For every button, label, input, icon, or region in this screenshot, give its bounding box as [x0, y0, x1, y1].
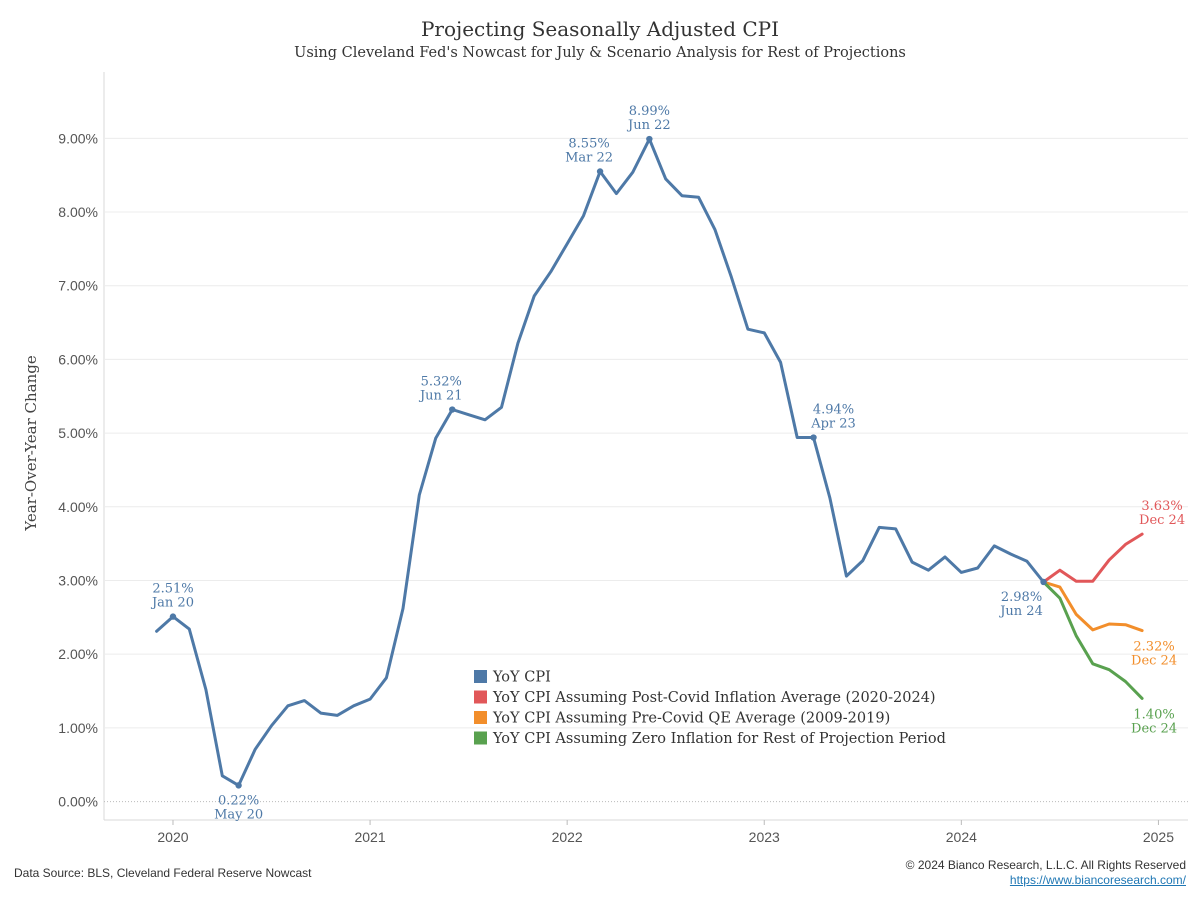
- annotation-date: Jun 21: [418, 389, 463, 404]
- y-axis-label: Year-Over-Year Change: [22, 355, 40, 532]
- y-tick-label: 6.00%: [58, 351, 98, 367]
- website-link[interactable]: https://www.biancoresearch.com/: [1009, 873, 1186, 887]
- x-tick-label: 2025: [1143, 829, 1174, 845]
- series-lines: [155, 137, 1144, 787]
- legend-swatch: [474, 731, 487, 745]
- annotation-value: 1.40%: [1133, 707, 1174, 722]
- annotation-value: 0.22%: [218, 793, 259, 808]
- annotation-point: [596, 168, 604, 175]
- y-tick-label: 0.00%: [58, 794, 98, 810]
- x-tick-label: 2020: [157, 829, 188, 845]
- annotation-value: 3.63%: [1141, 499, 1182, 514]
- copyright-text: © 2024 Bianco Research, L.L.C. All Right…: [905, 858, 1186, 872]
- x-tick-label: 2023: [749, 829, 780, 845]
- x-tick-label: 2022: [552, 829, 583, 845]
- legend-swatch: [474, 690, 487, 704]
- annotation-point: [169, 613, 177, 620]
- annotation-value: 4.94%: [813, 403, 854, 418]
- chart-title: Projecting Seasonally Adjusted CPI: [421, 17, 779, 41]
- annotation-date: May 20: [214, 807, 263, 822]
- legend-label: YoY CPI Assuming Pre-Covid QE Average (2…: [492, 711, 890, 727]
- annotation-value: 8.99%: [629, 104, 670, 119]
- annotation-value: 2.32%: [1133, 640, 1174, 655]
- series-line-0: [155, 137, 1045, 787]
- annotation-date: Apr 23: [810, 417, 856, 432]
- gridlines: [103, 72, 1188, 821]
- legend-label: YoY CPI: [492, 670, 551, 686]
- y-tick-label: 7.00%: [58, 278, 98, 294]
- legend: YoY CPI YoY CPI Assuming Post-Covid Infla…: [474, 670, 946, 747]
- legend-swatch: [474, 711, 487, 724]
- data-annotations: 2.51%Jan 20 0.22%May 20 5.32%Jun 21 8.55%Ma…: [150, 104, 1185, 822]
- annotation-date: Dec 24: [1131, 654, 1177, 669]
- annotation-value: 2.51%: [152, 582, 193, 597]
- annotation-point: [1040, 578, 1047, 586]
- series-line-3: [1042, 580, 1144, 700]
- annotation-date: Jun 24: [998, 604, 1043, 619]
- y-tick-label: 4.00%: [58, 499, 98, 515]
- annotation-point: [449, 406, 456, 413]
- annotation-date: Jun 22: [626, 118, 671, 133]
- annotation-point: [646, 135, 653, 143]
- series-line-2: [1042, 580, 1144, 633]
- legend-swatch: [474, 670, 487, 683]
- annotation-value: 8.55%: [568, 136, 609, 151]
- y-tick-label: 5.00%: [58, 425, 98, 441]
- x-axis-ticks: 2020 2021 2022 2023 2024 2025: [157, 820, 1174, 845]
- annotation-date: Mar 22: [565, 150, 613, 165]
- legend-label: YoY CPI Assuming Post-Covid Inflation Av…: [492, 690, 936, 706]
- y-tick-label: 8.00%: [58, 204, 98, 220]
- annotation-value: 2.98%: [1001, 590, 1042, 605]
- data-source-note: Data Source: BLS, Cleveland Federal Rese…: [14, 866, 312, 880]
- x-tick-label: 2021: [354, 829, 385, 845]
- annotation-date: Dec 24: [1131, 721, 1177, 736]
- annotation-point: [810, 434, 817, 441]
- y-axis-ticks: 0.00% 1.00% 2.00% 3.00% 4.00% 5.00% 6.00% 7.00%…: [58, 130, 98, 809]
- chart-subtitle: Using Cleveland Fed's Nowcast for July &…: [294, 45, 906, 61]
- legend-label: YoY CPI Assuming Zero Inflation for Rest…: [492, 731, 946, 747]
- y-tick-label: 3.00%: [58, 572, 98, 588]
- annotation-value: 5.32%: [421, 375, 462, 390]
- y-tick-label: 1.00%: [58, 720, 98, 736]
- y-tick-label: 2.00%: [58, 646, 98, 662]
- y-tick-label: 9.00%: [58, 130, 98, 146]
- annotation-date: Dec 24: [1139, 513, 1185, 528]
- copyright-block: © 2024 Bianco Research, L.L.C. All Right…: [906, 858, 1186, 888]
- series-line-1: [1042, 532, 1144, 584]
- annotation-date: Jan 20: [150, 596, 194, 611]
- x-tick-label: 2024: [946, 829, 977, 845]
- annotation-point: [235, 782, 242, 789]
